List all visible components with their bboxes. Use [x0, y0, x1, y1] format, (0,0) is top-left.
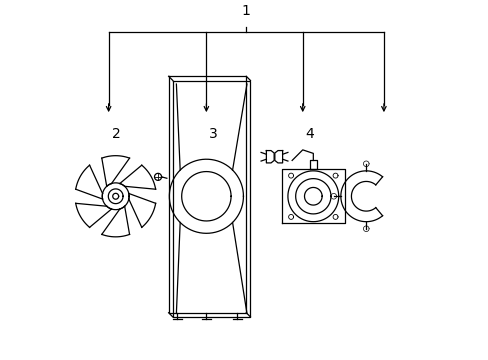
Text: 2: 2 — [112, 127, 121, 141]
Text: 1: 1 — [241, 4, 249, 18]
Text: 3: 3 — [209, 127, 218, 141]
Text: 4: 4 — [305, 127, 314, 141]
